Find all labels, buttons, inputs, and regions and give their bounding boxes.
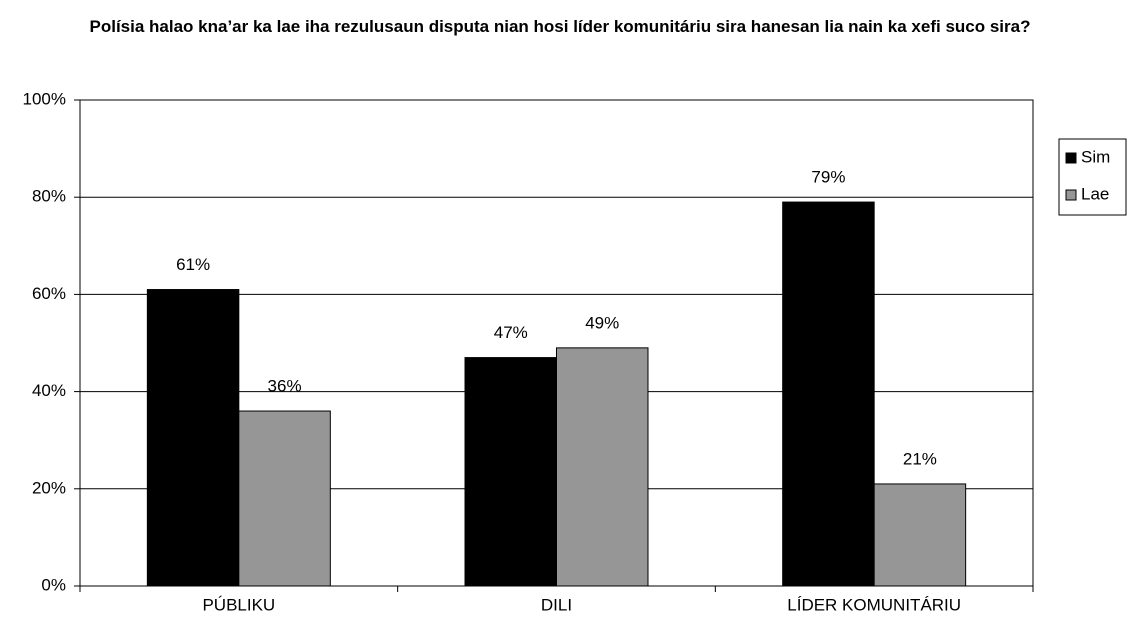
y-tick-label: 40% [32,381,66,400]
y-tick-label: 0% [41,575,66,594]
data-label: 49% [585,313,619,332]
y-tick-label: 100% [23,89,66,108]
data-label: 61% [176,255,210,274]
bar [238,410,331,587]
legend-swatch [1065,189,1077,201]
chart-title: Polísia halao kna’ar ka lae iha rezulusa… [89,17,1031,36]
legend-swatch [1065,152,1077,164]
y-tick-label: 80% [32,187,66,206]
y-tick-label: 20% [32,478,66,497]
legend-frame [1058,138,1127,216]
bar [782,201,875,587]
data-label: 79% [811,168,845,187]
bar [146,289,240,587]
bar [556,347,649,587]
y-tick-label: 60% [32,284,66,303]
legend-label: Sim [1081,147,1110,166]
bar [873,483,967,587]
data-label: 47% [494,323,528,342]
data-label: 21% [903,449,937,468]
bar [464,357,557,587]
x-tick-label: LÍDER KOMUNITÁRIU [787,595,961,614]
x-tick-label: PÚBLIKU [202,595,275,614]
data-label: 36% [268,377,302,396]
legend-label: Lae [1081,184,1109,203]
x-tick-label: DILI [541,595,572,614]
